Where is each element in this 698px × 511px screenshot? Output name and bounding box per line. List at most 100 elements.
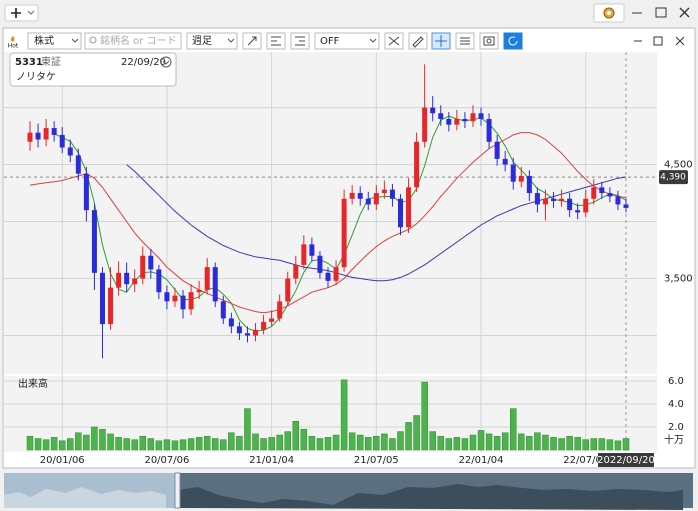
volume-bar xyxy=(252,433,259,451)
candle-body xyxy=(599,187,605,194)
info-date: 22/09/20 xyxy=(121,57,166,68)
candle-body xyxy=(373,193,379,205)
candle-body xyxy=(253,329,259,336)
candle-body xyxy=(293,264,299,279)
market-text: 株式 xyxy=(34,34,54,47)
candle-body xyxy=(325,272,331,281)
volume-bar xyxy=(485,433,493,451)
maximize-button[interactable] xyxy=(655,7,667,18)
volume-unit: 十万 xyxy=(664,433,684,446)
volume-bar xyxy=(622,438,630,451)
volume-bar xyxy=(284,431,291,451)
candle-body xyxy=(309,244,315,256)
candle-body xyxy=(446,118,452,125)
volume-bar xyxy=(356,434,364,451)
volume-bar xyxy=(526,435,533,451)
volume-bar xyxy=(469,434,477,451)
candle-body xyxy=(83,173,89,211)
candle-body xyxy=(132,278,138,285)
volume-bar xyxy=(405,422,412,451)
volume-bar xyxy=(115,437,122,451)
volume-bar xyxy=(308,435,316,451)
price-pane xyxy=(4,52,657,374)
volume-bar xyxy=(413,415,420,451)
candle-body xyxy=(220,301,226,319)
volume-bar xyxy=(389,438,396,451)
volume-tick-label: 6.0 xyxy=(668,376,684,387)
period-select[interactable]: 週足 xyxy=(186,32,238,50)
volume-bar xyxy=(590,438,598,451)
tool-buttons[interactable] xyxy=(242,32,310,50)
close-button[interactable] xyxy=(679,7,690,18)
x-tick-label: 22/01/04 xyxy=(459,455,504,466)
candle-body xyxy=(567,198,573,211)
x-tick-label: 21/01/04 xyxy=(249,455,294,466)
candle-body xyxy=(462,118,468,122)
volume-bar xyxy=(147,438,155,451)
candle-body xyxy=(430,107,436,114)
search-placeholder: 銘柄名 or コード xyxy=(100,34,177,47)
volume-bar xyxy=(421,381,428,451)
candle-body xyxy=(542,198,548,205)
candle-body xyxy=(99,272,105,325)
candle-body xyxy=(357,193,363,199)
volume-bar xyxy=(453,437,461,451)
volume-bar xyxy=(50,437,58,451)
y-tick-label: 3,500 xyxy=(664,274,693,285)
settings-button[interactable] xyxy=(593,3,625,23)
volume-bar xyxy=(558,438,565,451)
volume-bar xyxy=(445,438,453,451)
candle-body xyxy=(75,155,81,174)
candle-body xyxy=(261,321,267,330)
candle-body xyxy=(317,255,323,273)
volume-bar xyxy=(187,438,195,451)
candle-body xyxy=(67,147,73,156)
volume-bar xyxy=(179,439,187,451)
candle-body xyxy=(156,269,162,293)
candle-body xyxy=(494,141,500,159)
navigator[interactable] xyxy=(4,472,693,510)
pane-maximize[interactable] xyxy=(653,36,663,46)
pane-close[interactable] xyxy=(675,36,685,46)
search-box[interactable]: 銘柄名 or コード xyxy=(84,32,182,50)
volume-bar xyxy=(67,438,74,451)
moving-average xyxy=(29,132,627,314)
volume-bar xyxy=(493,435,501,451)
volume-tick-label: 4.0 xyxy=(668,399,684,410)
candle-body xyxy=(406,187,412,228)
volume-bar xyxy=(203,435,211,451)
candle-body xyxy=(285,278,291,302)
volume-bar xyxy=(501,432,509,451)
moving-average xyxy=(126,164,627,282)
volume-bar xyxy=(163,439,171,451)
candle-body xyxy=(269,318,275,322)
volume-bar xyxy=(91,426,98,451)
tool-buttons-2[interactable] xyxy=(384,32,523,50)
candle-body xyxy=(365,198,371,205)
last-price-label: 4,390 xyxy=(660,173,686,183)
candle-body xyxy=(438,113,444,119)
volume-bar xyxy=(83,434,90,451)
volume-bar xyxy=(42,439,50,451)
candle-body xyxy=(397,198,403,228)
volume-bar xyxy=(566,435,573,451)
volume-bar xyxy=(195,437,203,451)
hot-label: Hot xyxy=(8,43,19,50)
candle-body xyxy=(51,128,57,135)
candle-body xyxy=(341,198,347,268)
volume-title: 出来高 xyxy=(18,377,48,390)
volume-bar xyxy=(429,431,436,451)
volume-bar xyxy=(348,432,356,451)
mode-text: OFF xyxy=(320,36,340,47)
candle-body xyxy=(333,267,339,281)
volume-bar xyxy=(99,429,106,451)
market-select[interactable]: 株式 xyxy=(27,32,82,50)
volume-bar xyxy=(131,439,138,451)
volume-bar xyxy=(75,432,82,451)
volume-bar xyxy=(292,420,300,451)
candle-body xyxy=(607,193,613,197)
mode-select[interactable]: OFF xyxy=(314,32,380,50)
add-menu[interactable] xyxy=(4,4,39,22)
volume-bar xyxy=(461,438,469,451)
volume-bar xyxy=(518,433,525,451)
